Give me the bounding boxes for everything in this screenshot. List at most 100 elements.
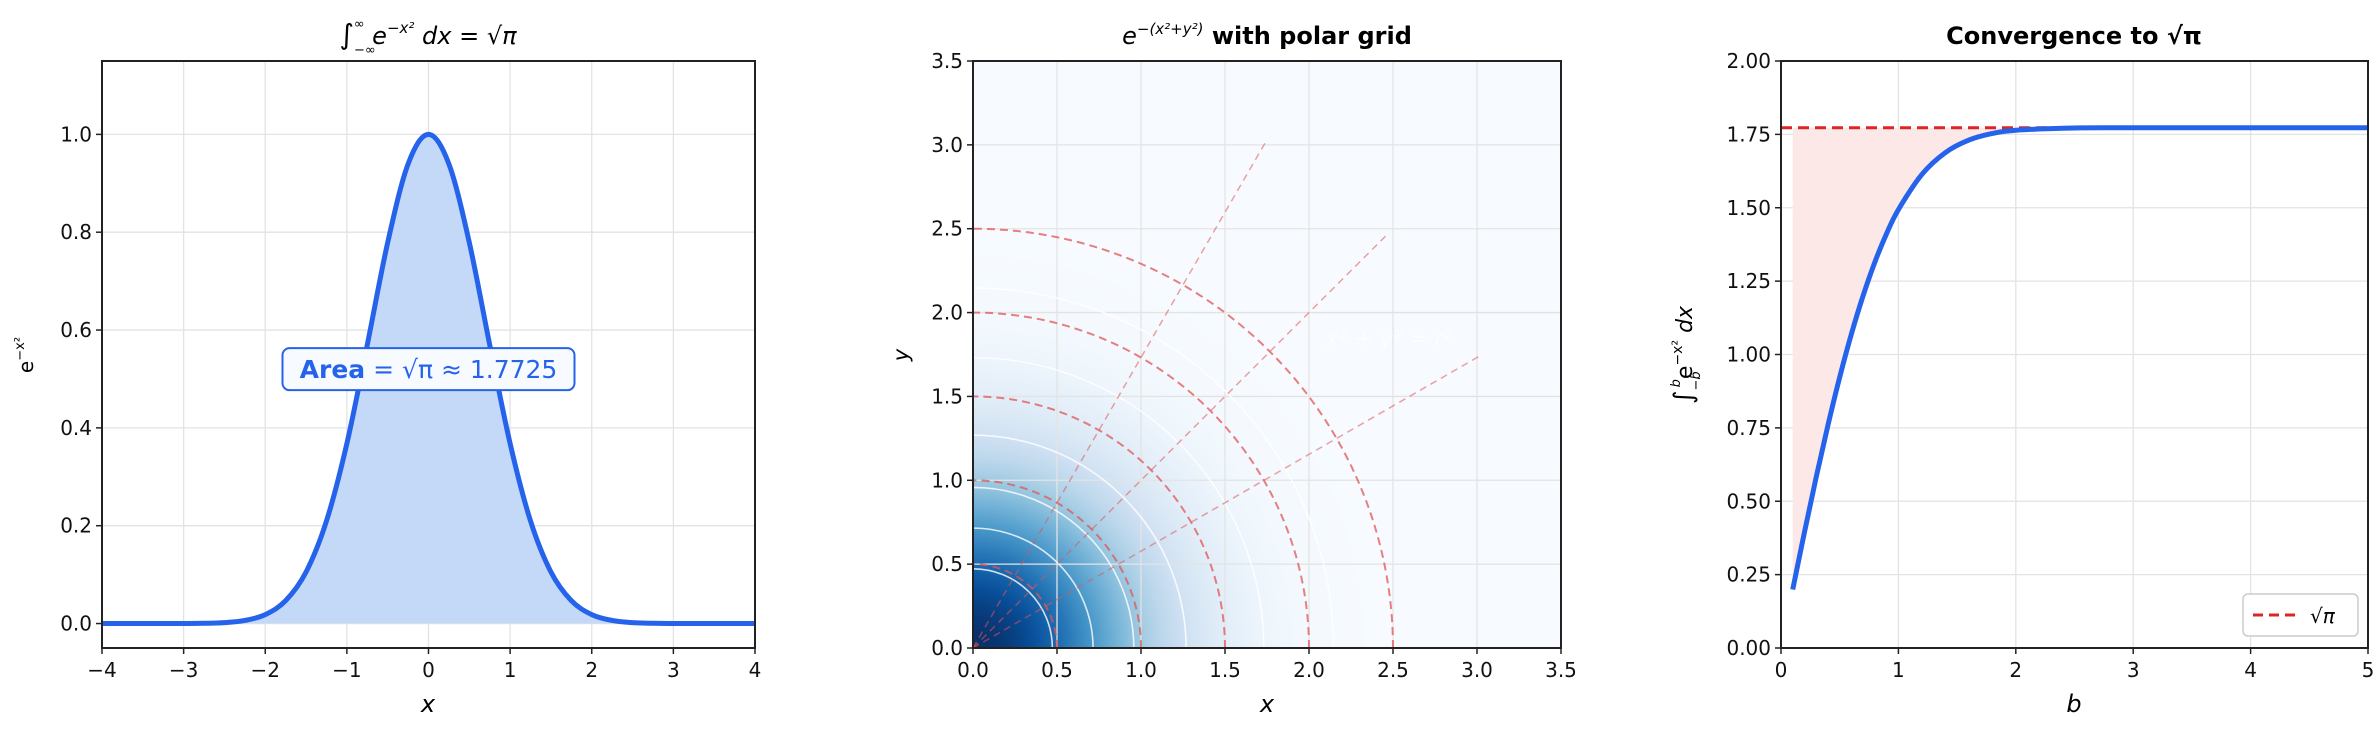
polar-circle: [973, 479, 1142, 648]
axes-frame: [101, 60, 756, 649]
x-tick-label: 2.5: [1377, 658, 1409, 682]
x-tick-label: −4: [87, 658, 116, 682]
x-axis-label: b: [2066, 690, 2081, 718]
y-tick-label: 2.00: [1726, 49, 1771, 73]
chart-title: Convergence to √π: [1946, 22, 2202, 50]
x-tick-label: −3: [169, 658, 198, 682]
gaussian-plot: −4 −3 −2 −1 0 1 2 3 4 0.0 0.2 0.4 0.6 0.8 1.0 Area = √π…: [13, 17, 761, 718]
x-tick-label: 1.5: [1209, 658, 1241, 682]
y-tick-label: 0.50: [1726, 489, 1771, 513]
title-part: b: [1669, 379, 1684, 387]
polar-ray: [973, 353, 1483, 648]
x-tick-label: 3: [667, 658, 680, 682]
title-part: −b: [1689, 371, 1704, 390]
x-tick-label: 3.0: [1461, 658, 1493, 682]
title-part: e: [1673, 366, 1698, 380]
title-part: −x²: [387, 19, 414, 37]
polar-heatmap-plot: 0.0 0.5 1.0 1.5 2.0 2.5 3.0 3.5 0.0 0.5 1.0 1.5 2.0 2…: [889, 20, 1577, 718]
y-tick-label: 0.00: [1726, 636, 1771, 660]
y-tick-label: 0.4: [60, 416, 92, 440]
y-tick-label: 3.0: [931, 133, 963, 157]
x-tick-label: 2: [585, 658, 598, 682]
y-tick-label: 1.00: [1726, 343, 1771, 367]
y-tick-label: 2.5: [931, 217, 963, 241]
annotation-bold: Area: [300, 355, 366, 384]
x-tick-label: 3.5: [1545, 658, 1577, 682]
convergence-curve: [1790, 125, 2369, 590]
title-part: dx = √π: [414, 22, 517, 50]
x-tick-label: 1: [1892, 658, 1905, 682]
x-tick-label: −1: [332, 658, 361, 682]
gap-fill: [1792, 127, 2368, 590]
y-tick-label: 0.8: [60, 220, 92, 244]
x-tick-label: 1.0: [1125, 658, 1157, 682]
y-tick-label: 0.75: [1726, 416, 1771, 440]
legend: √π: [2242, 593, 2359, 637]
y-axis-label: e−x²: [13, 337, 38, 373]
title-part: ∫: [1669, 391, 1699, 405]
chart-title: ∫−∞ ∞ e−x² dx = √π: [339, 17, 517, 58]
x-tick-label: 4: [749, 658, 762, 682]
x-tick-label: 0: [422, 658, 435, 682]
legend-box: [2242, 593, 2359, 637]
title-part: ∫: [339, 18, 354, 51]
x-tick-label: 1: [504, 658, 517, 682]
x-tick-label: 5: [2362, 658, 2375, 682]
axes-frame: [1780, 60, 2369, 649]
gaussian-curve: [102, 131, 755, 627]
title-part: dx: [1673, 305, 1698, 340]
y-tick-label: 1.0: [931, 468, 963, 492]
annotation-box: [281, 347, 576, 392]
y-tick-label: 1.75: [1726, 122, 1771, 146]
polar-circle: [973, 563, 1058, 648]
x-tick-label: 0.0: [957, 658, 989, 682]
x-tick-label: 0.5: [1041, 658, 1073, 682]
y-tick-label: 1.25: [1726, 269, 1771, 293]
polar-grid: [973, 61, 1561, 648]
contour-line: [973, 434, 1187, 648]
x-tick-label: 2: [2009, 658, 2022, 682]
convergence-plot: 0 1 2 3 4 5 0.00 0.25 0.50 0.75 1.00 1.25 1.50 1.75 2.…: [1669, 22, 2374, 718]
y-tick-label: 0.6: [60, 318, 92, 342]
y-tick-label: 2.0: [931, 301, 963, 325]
title-part: −x²: [1670, 340, 1686, 366]
title-part: ∞: [354, 17, 365, 32]
y-tick-label: 0.0: [60, 612, 92, 636]
y-tick-label: 3.5: [931, 49, 963, 73]
y-tick-label: 0.0: [931, 636, 963, 660]
svg-text:Area = √π ≈ 1.7725: Area = √π ≈ 1.7725: [300, 355, 558, 384]
area-annotation: Area = √π ≈ 1.7725: [281, 347, 576, 392]
contour-line: [973, 567, 1054, 648]
axes-frame: [972, 60, 1562, 649]
chart-title: e−(x²+y²) with polar grid: [1122, 20, 1412, 50]
x-tick-label: −2: [251, 658, 280, 682]
gridlines: [973, 61, 1561, 648]
x-tick-label: 2.0: [1293, 658, 1325, 682]
polar-circle: [973, 227, 1394, 648]
y-axis-label: ∫−b be−x² dx: [1669, 305, 1704, 404]
y-tick-label: 1.5: [931, 384, 963, 408]
legend-label: √π: [2310, 604, 2336, 628]
title-part: e: [365, 22, 387, 50]
polar-ray: [973, 232, 1390, 648]
annotation-text: = √π ≈ 1.7725: [365, 355, 557, 384]
y-tick-label: 1.50: [1726, 196, 1771, 220]
y-tick-label: 0.2: [60, 514, 92, 538]
title-part: −x²: [13, 337, 28, 361]
title-part: −(x²+y²): [1137, 20, 1204, 38]
x-tick-label: 4: [2244, 658, 2257, 682]
title-part: with polar grid: [1204, 22, 1412, 50]
y-tick-label: 0.5: [931, 552, 963, 576]
title-part: e: [14, 361, 38, 373]
x-axis-label: x: [420, 690, 436, 718]
x-axis-label: x: [1259, 690, 1275, 718]
title-part: −∞: [354, 43, 376, 58]
y-tick-label: 0.25: [1726, 563, 1771, 587]
x-tick-label: 0: [1775, 658, 1788, 682]
title-part: e: [1122, 22, 1137, 50]
y-tick-label: 1.0: [60, 122, 92, 146]
polar-circle: [973, 311, 1310, 648]
polar-ray: [973, 139, 1268, 648]
y-axis-label: y: [889, 348, 913, 362]
